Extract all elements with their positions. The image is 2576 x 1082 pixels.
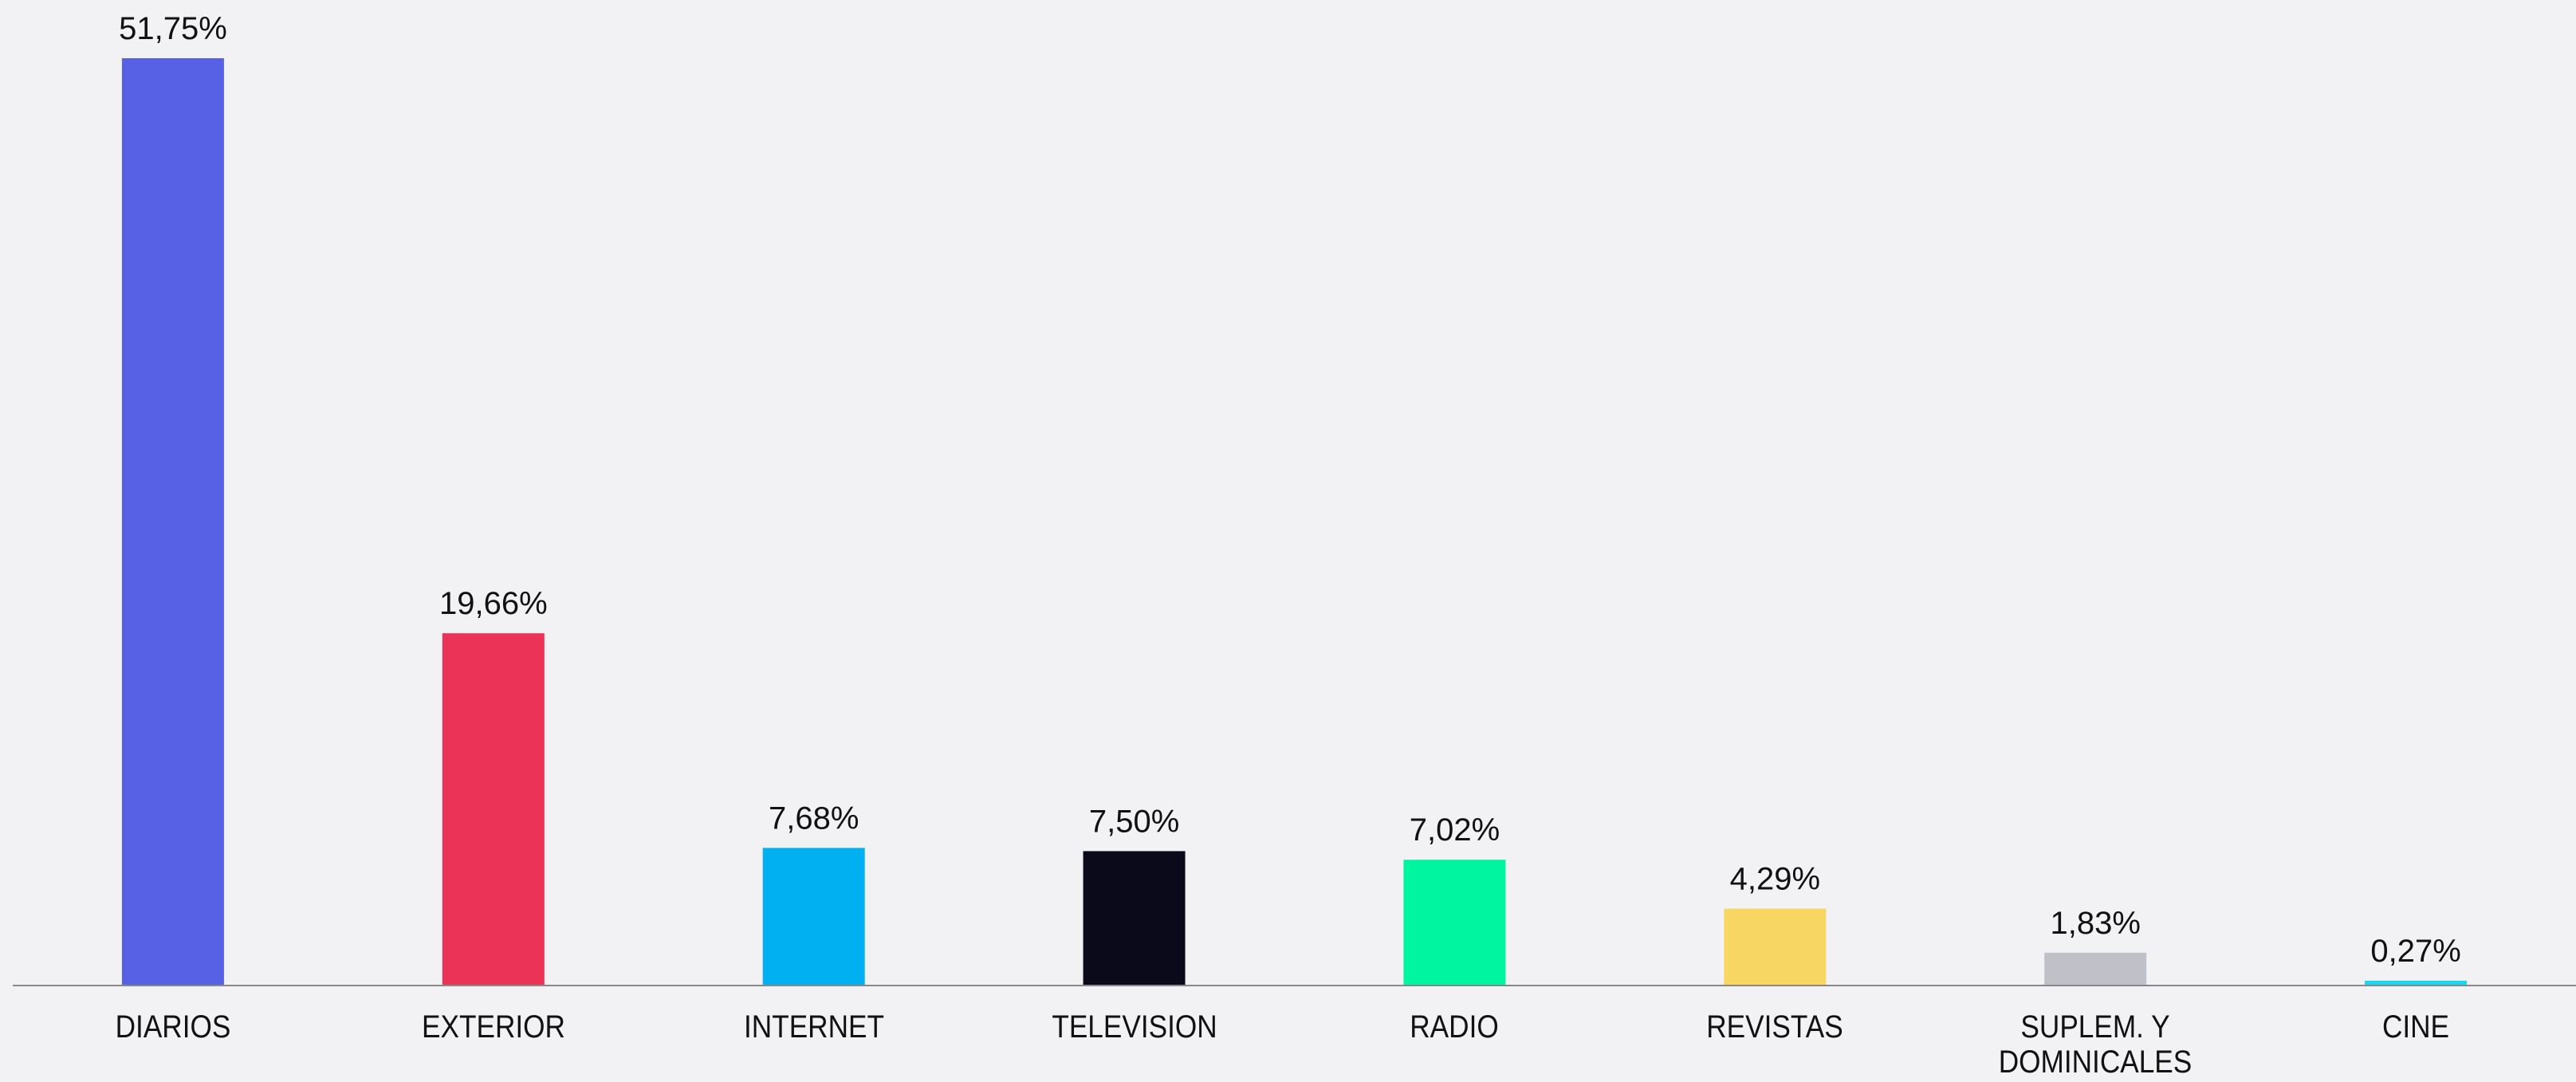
x-tick-label: SUPLEM. Y DOMINICALES <box>1998 1009 2193 1080</box>
bar <box>442 633 545 986</box>
bar <box>1083 851 1186 986</box>
bar <box>121 58 224 986</box>
value-label: 51,75% <box>119 11 227 46</box>
x-tick-label: INTERNET <box>743 1009 884 1045</box>
x-tick-label: TELEVISION <box>1051 1009 1217 1045</box>
x-tick-label: DIARIOS <box>115 1009 231 1045</box>
bar <box>762 848 865 986</box>
bar <box>1724 908 1827 986</box>
value-label: 4,29% <box>1730 862 1820 897</box>
value-label: 7,50% <box>1089 804 1179 839</box>
x-tick-label: RADIO <box>1410 1009 1500 1045</box>
value-label: 0,27% <box>2370 934 2460 969</box>
bar <box>2365 980 2468 986</box>
bar <box>1403 860 1506 986</box>
value-label: 1,83% <box>2050 906 2140 941</box>
value-label: 19,66% <box>439 586 548 621</box>
x-tick-label: CINE <box>2382 1009 2450 1045</box>
value-label: 7,02% <box>1410 812 1500 848</box>
bar <box>2044 952 2147 986</box>
value-label: 7,68% <box>769 801 859 836</box>
x-tick-label: EXTERIOR <box>421 1009 565 1045</box>
x-tick-label: REVISTAS <box>1706 1009 1844 1045</box>
